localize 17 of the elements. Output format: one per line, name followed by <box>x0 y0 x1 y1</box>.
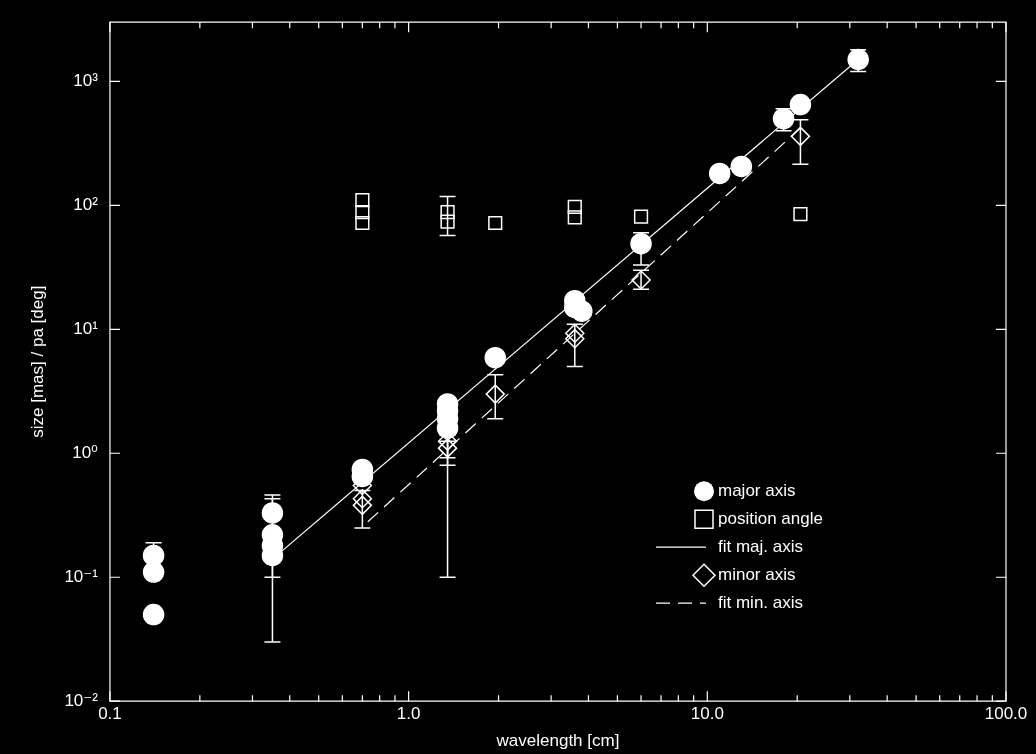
y-tick-label: 10⁻² <box>64 690 99 710</box>
legend-label: fit maj. axis <box>718 536 804 556</box>
y-tick-label: 10¹ <box>73 318 99 338</box>
y-tick-label: 10⁻¹ <box>64 566 99 586</box>
x-tick-label: 100.0 <box>984 704 1028 724</box>
x-tick-label: 0.1 <box>98 704 122 724</box>
x-tick-label: 10.0 <box>690 704 724 724</box>
y-tick-label: 10² <box>73 195 99 215</box>
y-tick-label: 10³ <box>73 71 99 91</box>
x-tick-label: 1.0 <box>396 704 421 724</box>
legend-label: minor axis <box>718 564 796 584</box>
y-axis-title: size [mas] / pa [deg] <box>27 285 47 438</box>
legend-label: position angle <box>718 508 823 528</box>
legend-label: major axis <box>718 480 796 500</box>
y-tick-label: 10⁰ <box>72 442 99 462</box>
legend-label: fit min. axis <box>718 592 804 612</box>
x-axis-title: wavelength [cm] <box>495 731 620 751</box>
